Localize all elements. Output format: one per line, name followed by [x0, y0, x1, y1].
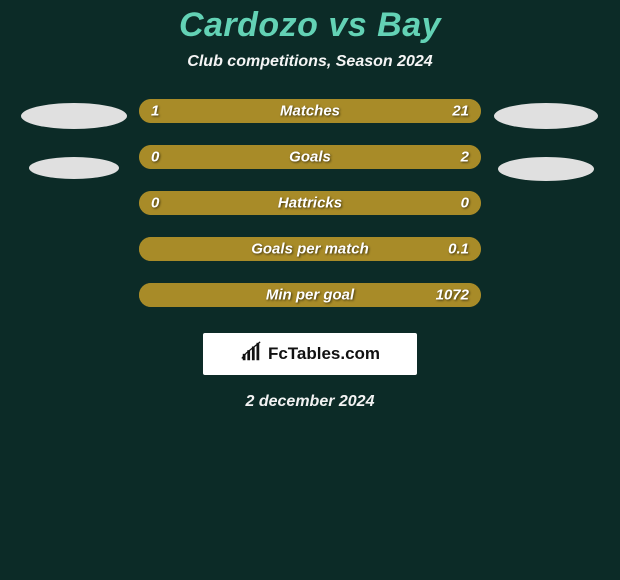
- comparison-card: Cardozo vs Bay Club competitions, Season…: [0, 0, 620, 580]
- page-title: Cardozo vs Bay: [179, 6, 441, 45]
- chart-icon: [240, 341, 262, 368]
- bar-label: Hattricks: [278, 195, 342, 212]
- bar-value-left: 1: [151, 103, 159, 120]
- bar-value-right: 1072: [436, 287, 469, 304]
- player-badge-placeholder: [494, 103, 598, 129]
- bar-value-left: 0: [151, 149, 159, 166]
- right-badges-col: [481, 99, 611, 181]
- player-right-name: Bay: [377, 6, 441, 44]
- stat-bar: 1 21 Matches: [139, 99, 481, 123]
- attribution-badge: FcTables.com: [203, 333, 417, 375]
- stat-bar: 0 2 Goals: [139, 145, 481, 169]
- player-left-name: Cardozo: [179, 6, 319, 44]
- player-badge-placeholder: [498, 157, 594, 181]
- bar-value-right: 2: [461, 149, 469, 166]
- bar-label: Goals per match: [251, 241, 369, 258]
- stat-bar: 0.1 Goals per match: [139, 237, 481, 261]
- bar-fill-right: [201, 99, 481, 123]
- bar-label: Goals: [289, 149, 331, 166]
- bar-fill-left: [139, 99, 201, 123]
- attribution-text: FcTables.com: [268, 344, 380, 364]
- chart-area: 1 21 Matches 0 2 Goals 0 0 Hattricks 0.1 Goals per…: [0, 99, 620, 307]
- subtitle: Club competitions, Season 2024: [187, 53, 432, 71]
- stat-bars: 1 21 Matches 0 2 Goals 0 0 Hattricks 0.1 Goals per…: [139, 99, 481, 307]
- stat-bar: 1072 Min per goal: [139, 283, 481, 307]
- bar-label: Matches: [280, 103, 340, 120]
- stat-bar: 0 0 Hattricks: [139, 191, 481, 215]
- vs-separator: vs: [328, 6, 367, 44]
- bar-value-right: 0.1: [448, 241, 469, 258]
- bar-value-right: 21: [452, 103, 469, 120]
- player-badge-placeholder: [21, 103, 127, 129]
- bar-value-left: 0: [151, 195, 159, 212]
- bar-value-right: 0: [461, 195, 469, 212]
- bar-label: Min per goal: [266, 287, 354, 304]
- player-badge-placeholder: [29, 157, 119, 179]
- left-badges-col: [9, 99, 139, 179]
- footer-date: 2 december 2024: [246, 393, 375, 411]
